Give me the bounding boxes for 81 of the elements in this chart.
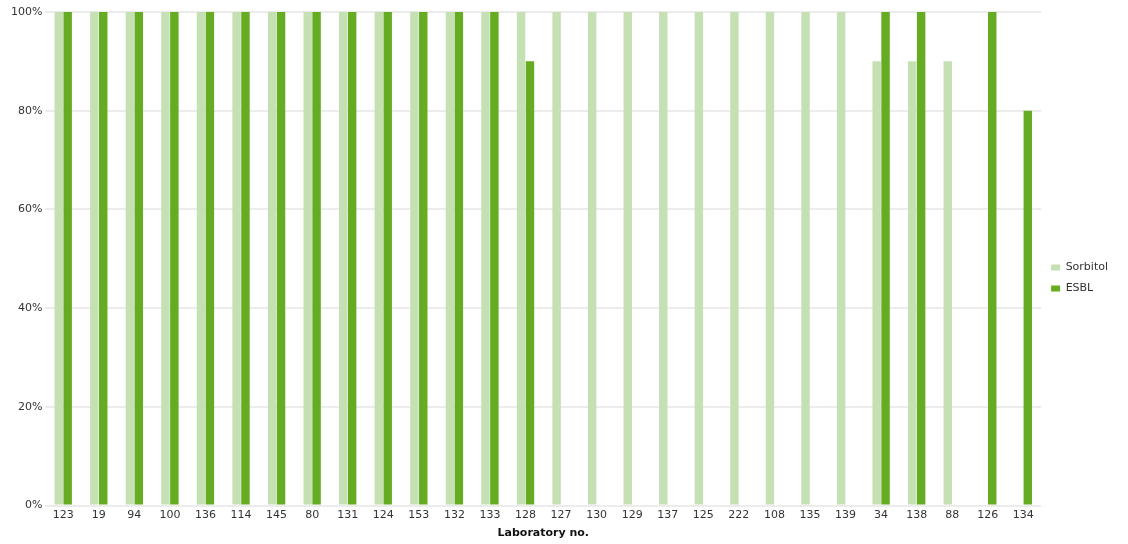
bar [988, 12, 997, 505]
y-tick-label: 20% [17, 399, 43, 413]
x-tick-label: 128 [515, 508, 537, 522]
bar [481, 12, 490, 505]
x-tick-label: 153 [408, 508, 430, 522]
x-tick-label: 132 [443, 508, 465, 522]
bar [916, 12, 926, 505]
x-tick-label: 135 [799, 508, 821, 522]
bar [872, 61, 881, 505]
bar [490, 12, 499, 505]
x-tick-label: 127 [550, 508, 572, 522]
bar [205, 12, 215, 505]
bar [552, 12, 561, 505]
x-tick-label: 222 [728, 508, 750, 522]
bar [659, 12, 668, 505]
bar [694, 12, 704, 505]
x-tick-label: 108 [763, 508, 785, 522]
bar [1023, 110, 1033, 505]
y-tick-label: 60% [17, 202, 43, 216]
bar [347, 12, 357, 505]
bar [587, 12, 597, 505]
bar [908, 61, 917, 505]
bar [623, 12, 632, 505]
bar [232, 12, 241, 505]
bar [170, 12, 179, 505]
legend-label: Sorbitol [1065, 260, 1108, 274]
x-tick-label: 126 [977, 508, 999, 522]
bar [54, 12, 64, 505]
bar [63, 12, 72, 505]
x-tick-label: 94 [127, 508, 142, 522]
bar [943, 61, 953, 505]
bar [516, 12, 526, 505]
x-tick-label: 131 [337, 508, 359, 522]
y-tick-label: 100% [10, 4, 43, 18]
bar [339, 12, 348, 505]
bar [196, 12, 206, 505]
bar [836, 12, 846, 505]
bar [801, 12, 810, 505]
legend-label: ESBL [1065, 281, 1095, 295]
x-tick-label: 133 [479, 508, 501, 522]
bar [161, 12, 170, 505]
bar [410, 12, 419, 505]
bar [134, 12, 144, 505]
x-tick-label: 80 [305, 508, 320, 522]
x-tick-label: 139 [835, 508, 857, 522]
y-tick-label: 80% [17, 103, 43, 117]
x-tick-label: 19 [91, 508, 106, 522]
bar [419, 12, 428, 505]
x-tick-label: 145 [266, 508, 288, 522]
bar [90, 12, 99, 505]
x-tick-label: 138 [906, 508, 928, 522]
x-tick-label: 136 [194, 508, 216, 522]
bar [241, 12, 250, 505]
x-tick-label: 88 [945, 508, 960, 522]
y-tick-label: 40% [17, 301, 43, 315]
x-tick-label: 134 [1012, 508, 1034, 522]
x-tick-label: 130 [586, 508, 608, 522]
bar [765, 12, 775, 505]
x-tick-label: 123 [52, 508, 74, 522]
bar [730, 12, 739, 505]
bar [267, 12, 277, 505]
bar [125, 12, 135, 505]
bar [99, 12, 108, 505]
bar [303, 12, 312, 505]
bar [276, 12, 286, 505]
x-tick-label: 34 [874, 508, 889, 522]
x-tick-label: 125 [692, 508, 714, 522]
bar [454, 12, 464, 505]
bar [525, 61, 535, 505]
x-tick-label: 137 [657, 508, 679, 522]
x-tick-label: 129 [621, 508, 643, 522]
x-tick-label: 124 [372, 508, 394, 522]
x-tick-label: 100 [159, 508, 181, 522]
x-tick-label: 114 [230, 508, 252, 522]
x-axis-title: Laboratory no. [497, 526, 590, 540]
bar [881, 12, 890, 505]
bar [312, 12, 321, 505]
bar [374, 12, 384, 505]
bar [445, 12, 455, 505]
bar [383, 12, 392, 505]
y-tick-label: 0% [24, 498, 43, 512]
